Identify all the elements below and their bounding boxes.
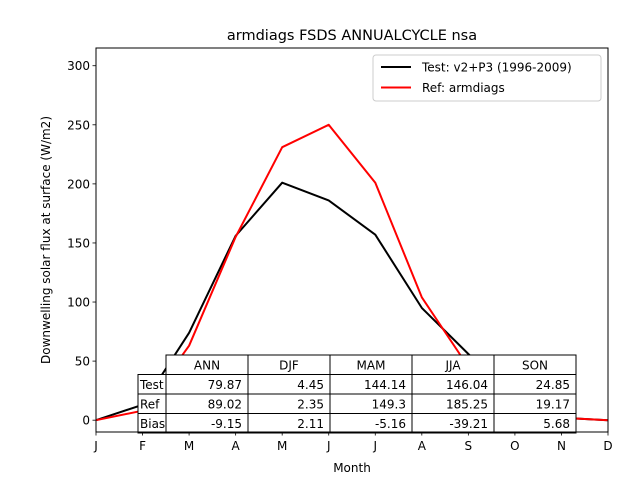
table-header-label: SON [522, 359, 548, 373]
table-cell-value: 144.14 [364, 378, 406, 392]
table-row-label: Test [139, 378, 164, 392]
table-cell-value: 4.45 [297, 378, 324, 392]
table-header-label: DJF [279, 359, 299, 373]
table-header-label: MAM [357, 359, 386, 373]
y-tick-label: 100 [67, 296, 90, 310]
table-row-label: Bias [140, 417, 165, 431]
x-tick-label: D [603, 439, 612, 453]
x-tick-label: J [93, 439, 98, 453]
x-tick-label: J [326, 439, 331, 453]
x-tick-label: J [372, 439, 377, 453]
y-tick-label: 250 [67, 118, 90, 132]
table-cell [493, 413, 577, 434]
x-tick-label: S [465, 439, 473, 453]
x-tick-label: F [139, 439, 146, 453]
table-row-label: Ref [140, 398, 160, 412]
x-axis-label: Month [333, 461, 371, 475]
y-axis-label: Downwelling solar flux at surface (W/m2) [39, 116, 53, 364]
table-header-label: ANN [194, 359, 220, 373]
table-cell-value: 2.11 [297, 417, 324, 431]
table-cell-value: 89.02 [208, 398, 242, 412]
table-cell-value: 5.68 [543, 417, 570, 431]
table-cell-value: -39.21 [449, 417, 488, 431]
chart-title: armdiags FSDS ANNUALCYCLE nsa [227, 28, 477, 44]
x-tick-label: M [277, 439, 287, 453]
table-cell-value: 79.87 [208, 378, 242, 392]
plot-area-frame [95, 47, 609, 433]
x-tick-label: A [418, 439, 427, 453]
table-header-label: JJA [444, 359, 461, 373]
y-tick-label: 300 [67, 59, 90, 73]
x-tick-label: A [232, 439, 241, 453]
table-cell-value: 149.3 [372, 398, 406, 412]
legend-box [372, 54, 602, 102]
table-cell-value: 24.85 [536, 378, 570, 392]
y-tick-label: 150 [67, 236, 90, 250]
legend-label-test: Test: v2+P3 (1996-2009) [421, 61, 572, 75]
table-cell-value: 185.25 [446, 398, 488, 412]
y-tick-label: 0 [82, 414, 90, 428]
table-cell-value: 19.17 [536, 398, 570, 412]
legend-label-ref: Ref: armdiags [422, 81, 505, 95]
x-tick-label: N [557, 439, 566, 453]
x-tick-label: O [510, 439, 519, 453]
y-tick-label: 200 [67, 177, 90, 191]
table-cell-value: -5.16 [375, 417, 406, 431]
table-cell-value: 2.35 [297, 398, 324, 412]
y-tick-label: 50 [75, 355, 90, 369]
x-tick-label: M [184, 439, 194, 453]
table-cell-value: 146.04 [446, 378, 488, 392]
table-cell-value: -9.15 [211, 417, 242, 431]
